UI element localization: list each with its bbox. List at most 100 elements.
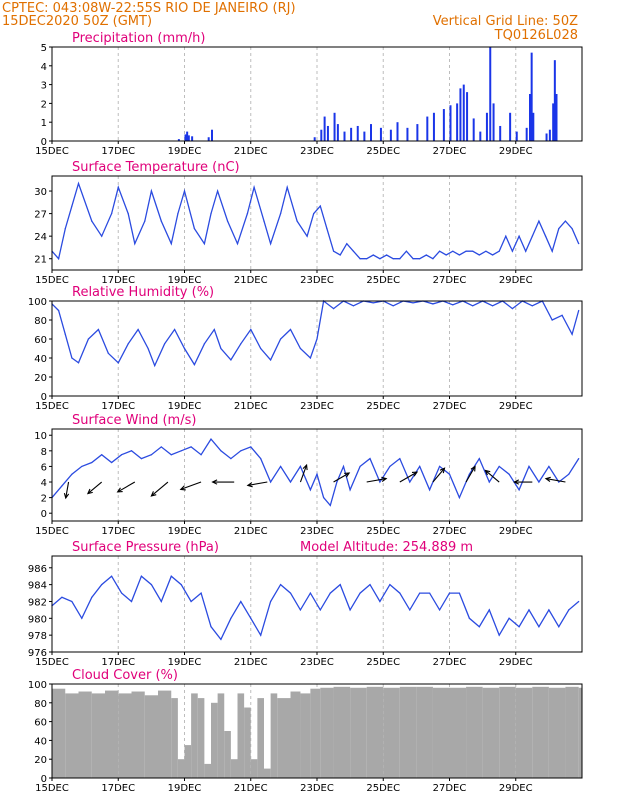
x-tick-label: 25DEC (366, 657, 400, 668)
data-point (518, 235, 520, 237)
data-point (58, 258, 60, 260)
data-point (150, 584, 152, 586)
data-point (349, 609, 351, 611)
y-tick-label: 100 (28, 680, 47, 691)
data-point (564, 220, 567, 222)
bar (515, 131, 518, 141)
data-point (61, 485, 63, 487)
data-point (578, 243, 580, 245)
bar (456, 103, 459, 141)
y-tick-label: 1 (41, 118, 47, 129)
bar (250, 759, 258, 778)
bar (323, 116, 326, 141)
wind-arrow-shaft (465, 466, 476, 483)
bar (184, 745, 192, 778)
data-point (220, 347, 222, 350)
x-tick-label: 29DEC (499, 657, 533, 668)
data-point (193, 364, 196, 366)
data-point (349, 489, 351, 491)
y-tick-label: 24 (34, 232, 47, 243)
x-tick-label: 29DEC (499, 401, 533, 412)
data-point (518, 489, 520, 491)
header-grid-note: Vertical Grid Line: 50Z (433, 14, 578, 29)
y-tick-label: 20 (34, 373, 47, 384)
data-point (405, 250, 408, 252)
data-point (296, 220, 298, 222)
y-tick-label: 0 (41, 774, 47, 785)
data-point (260, 634, 262, 636)
data-point (71, 473, 73, 475)
data-point (253, 186, 255, 188)
data-point (230, 458, 232, 460)
data-point (130, 450, 133, 452)
y-tick-label: 60 (34, 335, 47, 346)
x-tick-label: 23DEC (300, 401, 334, 412)
panel-title-cloud-cover: Cloud Cover (%) (72, 668, 178, 683)
y-tick-label: 6 (41, 462, 47, 473)
data-point (498, 465, 500, 468)
data-point (558, 626, 560, 628)
data-point (511, 308, 514, 310)
series-line (51, 575, 580, 641)
data-point (399, 258, 401, 260)
data-point (180, 584, 182, 586)
y-tick-label: 40 (34, 736, 47, 747)
data-point (528, 609, 530, 611)
bar (237, 693, 245, 778)
data-point (352, 250, 355, 252)
data-point (508, 473, 510, 475)
data-point (561, 314, 563, 316)
panel-pressure: Surface Pressure (hPa) Model Altitude: 25… (28, 540, 583, 668)
data-point (432, 258, 434, 260)
y-tick-label: 27 (34, 210, 47, 221)
data-point (531, 305, 533, 307)
y-tick-label: 10 (34, 431, 47, 442)
bar (343, 131, 346, 141)
bar (466, 686, 483, 778)
x-tick-label: 19DEC (168, 783, 202, 794)
bar (158, 690, 172, 778)
bar (399, 686, 417, 778)
data-point (538, 481, 540, 483)
bar (310, 688, 321, 778)
data-point (468, 473, 470, 475)
data-point (548, 465, 550, 468)
bar (442, 109, 445, 141)
series-line (51, 299, 580, 368)
x-tick-label: 17DEC (101, 783, 135, 794)
x-tick-label: 23DEC (300, 275, 334, 286)
data-point (511, 250, 514, 252)
data-point (226, 220, 229, 222)
data-point (346, 243, 348, 245)
bar (187, 135, 190, 141)
wind-arrow-shaft (299, 464, 308, 483)
wind-arrow-head (439, 467, 446, 474)
data-point (127, 343, 129, 345)
panel-title-temperature: Surface Temperature (nC) (72, 160, 240, 175)
data-point (299, 465, 302, 468)
wind-arrow-head (246, 482, 253, 488)
bar (91, 693, 105, 778)
panel-temperature: Surface Temperature (nC) 21 24 27 30 15DEC 17D… (34, 160, 583, 286)
x-tick-label: 15DEC (35, 275, 69, 286)
wind-arrow-head (381, 476, 388, 482)
data-point (236, 243, 239, 245)
data-point (203, 343, 205, 345)
y-tick-label: 980 (28, 614, 47, 625)
data-point (372, 302, 374, 304)
panel-title-pressure: Surface Pressure (hPa) (72, 540, 219, 555)
wind-arrow-head (211, 479, 218, 485)
x-tick-label: 25DEC (366, 783, 400, 794)
bar (565, 686, 579, 778)
bar (191, 136, 194, 141)
x-tick-label: 19DEC (168, 526, 202, 537)
wind-arrow-shaft (87, 481, 103, 495)
data-point (505, 235, 507, 237)
x-tick-label: 21DEC (234, 526, 268, 537)
data-point (329, 592, 331, 594)
bar (333, 686, 351, 778)
data-point (336, 481, 338, 483)
bar (449, 105, 452, 141)
wind-arrow-shaft (333, 472, 350, 483)
panel-cloud-cover: Cloud Cover (%) 0 20 40 60 80 100 15DEC 17DEC 19D… (28, 668, 583, 794)
